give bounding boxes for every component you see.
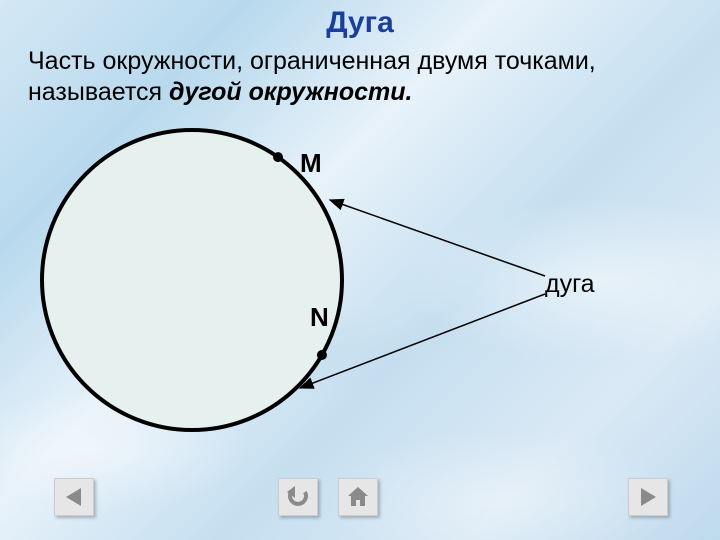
diagram-svg: [0, 100, 720, 480]
arc-label: дуга: [545, 270, 595, 299]
undo-icon: [285, 486, 311, 508]
next-button[interactable]: [628, 478, 668, 516]
circle-diagram: M N дуга: [0, 100, 720, 480]
nav-row: [0, 478, 720, 526]
home-button[interactable]: [338, 478, 378, 516]
page-title: Дуга: [0, 6, 720, 40]
home-icon: [346, 486, 370, 508]
triangle-right-icon: [637, 486, 659, 508]
point-label-m: M: [300, 148, 322, 179]
prev-button[interactable]: [54, 478, 94, 516]
undo-button[interactable]: [278, 478, 318, 516]
arrow-0: [330, 200, 545, 276]
main-circle: [42, 130, 342, 430]
point-m: [273, 152, 283, 162]
triangle-left-icon: [63, 486, 85, 508]
point-n: [317, 350, 327, 360]
point-label-n: N: [310, 302, 329, 333]
